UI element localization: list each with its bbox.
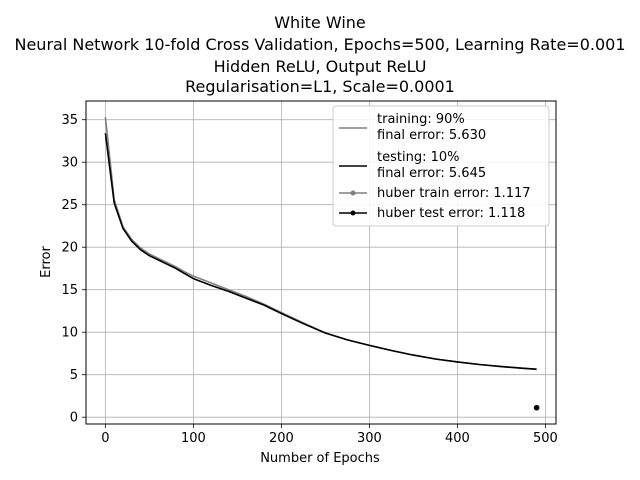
series-line-testing [104,133,537,370]
plot-series [104,117,540,411]
x-tick-label: 300 [357,431,382,446]
legend-box [332,105,550,227]
x-tick-label: 500 [533,431,558,446]
y-tick-label: 25 [61,198,78,213]
legend-marker-huber-test [350,210,356,216]
y-tick-label: 10 [61,326,78,341]
x-tick-label: 100 [181,431,206,446]
y-tick-label: 30 [61,156,78,171]
chart-title: White Wine Neural Network 10-fold Cross … [14,13,625,96]
y-tick-label: 15 [61,283,78,298]
title-line-1: White Wine [274,13,366,32]
y-tick-label: 5 [70,368,78,383]
x-tick-label: 0 [101,431,109,446]
x-axis-ticks: 0 100 200 300 400 500 [101,424,558,446]
legend-label-huber-test: huber test error: 1.118 [377,206,525,221]
legend-label-training-line-1: training: 90% [377,112,465,127]
title-line-2: Neural Network 10-fold Cross Validation,… [14,35,625,54]
y-axis-ticks: 0 5 10 15 20 25 30 35 [61,113,86,426]
x-tick-label: 200 [269,431,294,446]
plot-area-frame [85,100,557,425]
legend-label-testing-line-1: testing: 10% [377,150,459,165]
legend-label-huber-train: huber train error: 1.117 [377,186,531,201]
title-line-3: Hidden ReLU, Output ReLU [214,57,427,76]
legend-label-training-line-2: final error: 5.630 [377,128,486,143]
y-tick-label: 20 [61,241,78,256]
y-tick-label: 0 [70,411,78,426]
x-axis-label: Number of Epochs [260,451,380,466]
legend: training: 90% final error: 5.630 testing… [332,105,550,227]
legend-label-testing-line-2: final error: 5.645 [377,166,486,181]
y-axis-label: Error [39,246,54,278]
y-tick-label: 35 [61,113,78,128]
data-point-huber-test [533,404,540,411]
title-line-4: Regularisation=L1, Scale=0.0001 [185,77,455,96]
legend-marker-huber-train [350,190,356,196]
x-tick-label: 400 [445,431,470,446]
